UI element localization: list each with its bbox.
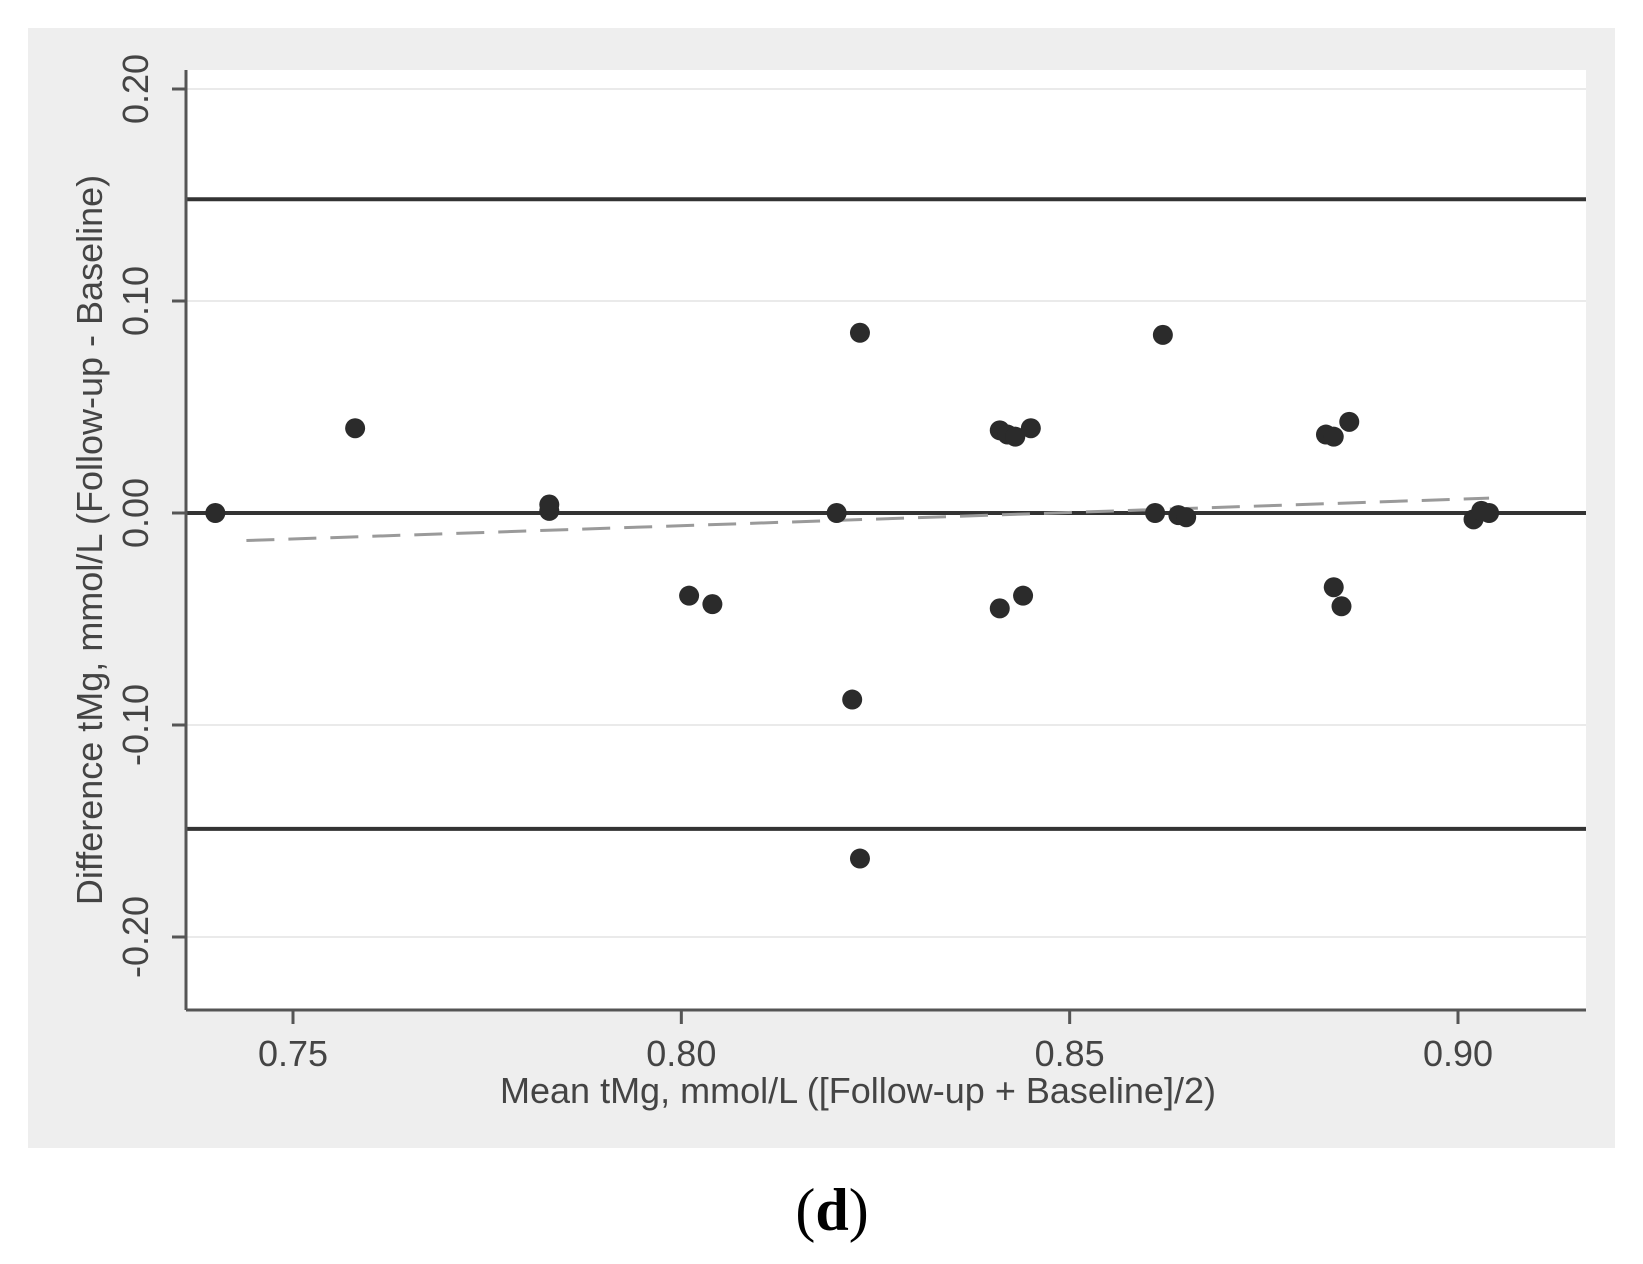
x-tick-label: 0.85 <box>1035 1033 1105 1074</box>
panel-label-letter: d <box>815 1177 848 1243</box>
data-point <box>205 503 226 523</box>
plot-area <box>186 70 1586 1010</box>
data-point <box>702 594 723 615</box>
data-point <box>1331 596 1352 617</box>
data-point <box>849 848 870 869</box>
data-point <box>1176 507 1197 528</box>
x-axis-title: Mean tMg, mmol/L ([Follow-up + Baseline]… <box>500 1070 1216 1111</box>
data-point <box>842 689 863 710</box>
data-point <box>849 322 870 343</box>
data-point <box>1152 324 1173 345</box>
panel-label: (d) <box>795 1177 868 1243</box>
x-tick-label: 0.80 <box>646 1033 716 1074</box>
data-point <box>1479 503 1500 523</box>
panel-label-close: ) <box>849 1177 869 1243</box>
y-tick-label: 0.20 <box>115 54 156 124</box>
y-tick-label: -0.20 <box>115 896 156 978</box>
data-point <box>1020 418 1041 439</box>
y-tick-label: -0.10 <box>115 684 156 766</box>
y-tick-label: 0.10 <box>115 266 156 336</box>
reference-lines <box>186 197 1586 831</box>
data-point <box>1323 577 1344 598</box>
data-point <box>1013 585 1034 606</box>
data-point <box>539 494 560 515</box>
y-axis-ticks: -0.20 -0.10 0.00 0.10 0.20 <box>115 54 186 978</box>
data-points <box>205 322 1500 869</box>
data-point <box>1145 503 1166 523</box>
x-axis-ticks: 0.75 0.80 0.85 0.90 <box>258 1010 1493 1074</box>
data-point <box>679 585 700 606</box>
data-point <box>989 598 1010 619</box>
y-tick-label: 0.00 <box>115 478 156 548</box>
data-point <box>1339 411 1360 432</box>
data-point <box>826 503 847 523</box>
x-tick-label: 0.90 <box>1423 1033 1493 1074</box>
data-point <box>1323 426 1344 447</box>
data-point <box>1005 426 1026 447</box>
panel-label-open: ( <box>795 1177 815 1243</box>
data-point <box>345 418 366 439</box>
y-axis-title: Difference tMg, mmol/L (Follow-up - Base… <box>69 175 110 905</box>
x-tick-label: 0.75 <box>258 1033 328 1074</box>
